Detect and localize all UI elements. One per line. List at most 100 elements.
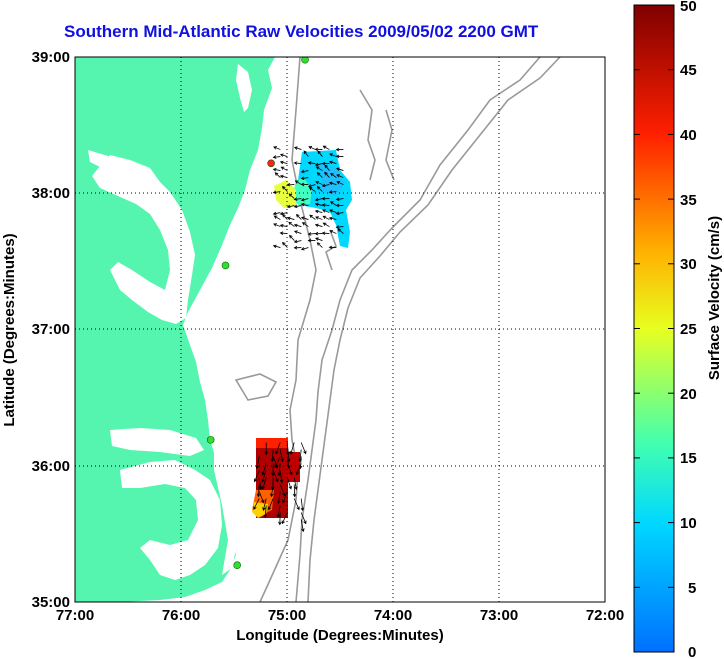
velocity-arrow	[293, 239, 302, 244]
x-axis-label: Longitude (Degrees:Minutes)	[236, 627, 444, 644]
velocity-arrow	[278, 512, 282, 526]
velocity-arrow	[282, 185, 288, 192]
y-axis-label: Latitude (Degrees:Minutes)	[1, 233, 18, 426]
velocity-arrow	[261, 470, 267, 483]
x-tick-label: 74:00	[374, 607, 412, 624]
velocity-arrow	[301, 222, 309, 227]
velocity-arrow	[328, 160, 337, 165]
velocity-arrow	[307, 161, 316, 165]
station-marker	[206, 436, 215, 444]
velocity-arrow	[258, 477, 263, 491]
colorbar-tick-label: 0	[688, 644, 696, 659]
colorbar-label: Surface Velocity (cm/s)	[706, 216, 723, 380]
outer-banks	[214, 428, 238, 575]
colorbar-tick-label: 5	[688, 580, 696, 597]
velocity-arrow	[300, 169, 309, 174]
y-tick-label: 36:00	[32, 458, 70, 475]
velocity-arrow	[286, 477, 292, 490]
station-marker	[233, 561, 241, 570]
colorbar-tick-label: 30	[680, 256, 697, 273]
velocity-arrow	[261, 463, 267, 476]
velocity-arrow	[295, 213, 302, 220]
colorbar-tick-label: 45	[680, 62, 697, 79]
velocity-arrow	[336, 174, 344, 178]
x-tick-label: 75:00	[268, 607, 306, 624]
velocity-arrow	[314, 147, 323, 152]
velocity-arrow	[253, 470, 260, 483]
velocity-arrow	[307, 238, 316, 243]
velocity-arrow	[315, 181, 323, 185]
velocity-arrow	[329, 201, 337, 206]
velocity-arrow	[272, 470, 279, 483]
velocity-arrow	[307, 232, 316, 236]
velocity-vectors	[253, 145, 344, 533]
velocity-arrow	[300, 519, 305, 533]
station-marker	[301, 57, 309, 64]
velocity-arrow	[272, 155, 281, 159]
velocity-arrow	[288, 234, 295, 241]
velocity-arrow	[329, 153, 337, 157]
y-tick-label: 37:00	[32, 321, 70, 338]
delmarva-shore	[190, 178, 262, 322]
potomac-river	[88, 150, 118, 170]
velocity-arrow	[314, 202, 323, 207]
velocity-arrow	[315, 216, 323, 220]
velocity-arrow	[308, 146, 316, 150]
velocity-arrow	[335, 154, 344, 159]
velocity-arrow	[314, 231, 323, 236]
velocity-arrow	[315, 166, 323, 171]
velocity-arrow	[270, 449, 275, 463]
velocity-arrow	[336, 181, 344, 185]
velocity-arrow	[274, 172, 281, 178]
velocity-arrow	[282, 241, 288, 248]
x-tick-label: 77:00	[56, 607, 94, 624]
velocity-arrow	[279, 153, 288, 157]
velocity-arrow	[330, 172, 337, 178]
velocity-arrow	[300, 182, 309, 187]
bathymetry-contours	[234, 57, 561, 602]
velocity-arrow	[321, 231, 330, 236]
colorbar-tick-label: 35	[680, 192, 697, 209]
velocity-arrow	[267, 498, 274, 511]
velocity-arrow	[288, 193, 295, 199]
velocity-arrow	[321, 183, 330, 188]
velocity-arrow	[293, 204, 302, 209]
velocity-arrow	[289, 442, 295, 455]
velocity-arrow	[300, 176, 309, 181]
y-tick-labels: 39:00 38:00 37:00 36:00 35:00	[32, 49, 70, 611]
colorbar-tick-labels: 50 45 40 35 30 25 20 15 10 5 0	[680, 0, 697, 659]
velocity-arrow	[271, 463, 275, 477]
velocity-arrow	[286, 182, 295, 187]
velocity-arrow	[262, 498, 267, 511]
velocity-arrow	[293, 161, 302, 165]
velocity-arrow	[335, 167, 344, 171]
velocity-arrow	[322, 209, 330, 213]
velocity-arrow	[293, 230, 302, 234]
velocity-arrow	[292, 484, 297, 498]
x-tick-label: 73:00	[480, 607, 518, 624]
velocity-arrow	[293, 477, 298, 491]
velocity-arrow	[294, 180, 302, 185]
velocity-arrow	[261, 477, 267, 490]
velocity-arrow	[328, 216, 337, 221]
grid-lines	[75, 57, 605, 602]
velocity-arrow	[253, 498, 260, 510]
chart-title: Southern Mid-Atlantic Raw Velocities 200…	[64, 22, 539, 41]
plot-frame	[74, 56, 606, 603]
velocity-arrow	[335, 197, 344, 201]
colorbar-tick-label: 10	[680, 515, 697, 532]
x-tick-labels: 77:00 76:00 75:00 74:00 73:00 72:00	[56, 607, 624, 624]
velocity-arrow	[293, 245, 302, 250]
velocity-arrow	[279, 174, 288, 179]
y-tick-label: 38:00	[32, 185, 70, 202]
velocity-arrow	[300, 216, 309, 220]
velocity-arrow	[321, 203, 330, 207]
velocity-arrow	[335, 147, 344, 152]
velocity-arrow	[286, 216, 295, 221]
velocity-arrow	[314, 197, 323, 202]
velocity-arrow	[322, 145, 330, 150]
x-tick-label: 76:00	[162, 607, 200, 624]
velocity-arrow	[300, 498, 305, 512]
velocity-arrow	[300, 247, 309, 251]
velocity-arrow	[322, 215, 330, 220]
